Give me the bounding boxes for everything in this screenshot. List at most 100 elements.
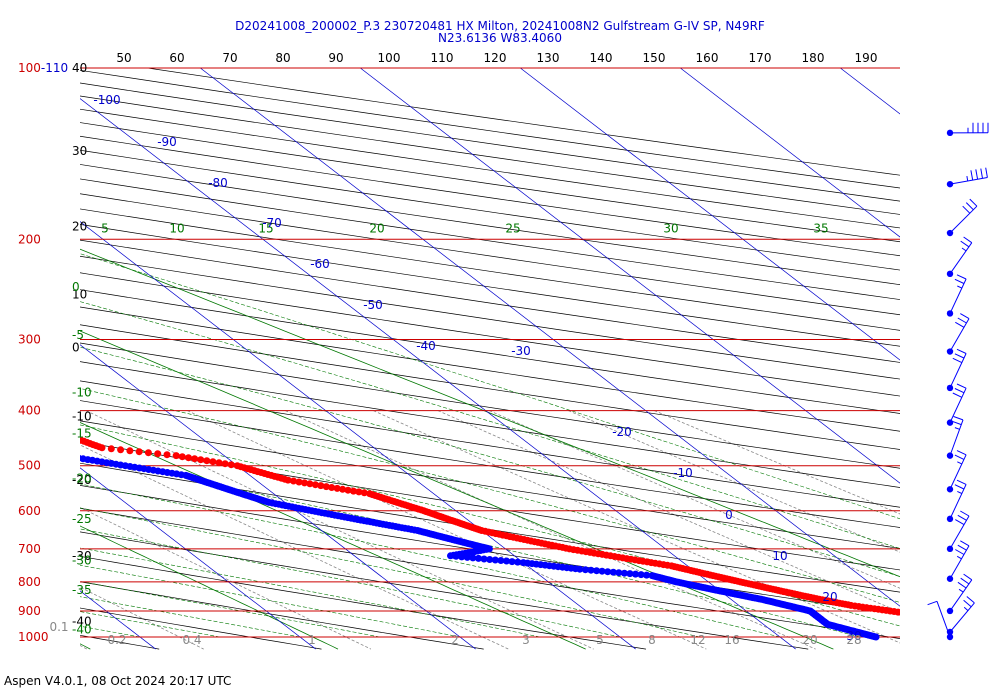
wind-barb (946, 573, 973, 615)
wind-barb (946, 383, 967, 426)
temperature-point (144, 449, 152, 457)
isotherm-label: 0 (725, 508, 733, 522)
top-tick-label: 90 (328, 51, 343, 65)
temperature-point (126, 447, 134, 455)
wind-barb-halfflag (956, 555, 962, 560)
temperature-point (45, 424, 52, 431)
temperature-point (117, 446, 125, 454)
dry-adiabat-line (80, 272, 900, 397)
wind-barb-flag (966, 596, 975, 604)
dewpoint-point (469, 554, 477, 562)
dewpoint-point (463, 553, 471, 561)
mixing-ratio-line (85, 410, 594, 650)
wind-barb-flag (956, 274, 967, 280)
wind-barb-flag (956, 479, 967, 485)
temperature-point (909, 611, 916, 618)
wind-barb (946, 236, 973, 278)
moist-adiabat-label: -10 (72, 386, 92, 400)
wind-barb-staff (949, 387, 967, 423)
temperature-point (0, 409, 6, 416)
pressure-tick-label: 1000 (18, 630, 49, 644)
temperature-point (976, 622, 983, 629)
top-tick-label: 80 (275, 51, 290, 65)
temperature-point (50, 426, 57, 433)
wind-barb-staff (949, 545, 970, 579)
wind-barb-flag (955, 321, 965, 328)
temperature-point (991, 624, 998, 631)
mixing-ratio-line (80, 586, 204, 650)
temperature-point (203, 457, 211, 465)
top-tick-label: 130 (537, 51, 560, 65)
top-tick-label: 150 (643, 51, 666, 65)
dewpoint-point (50, 451, 57, 458)
theta-e-label: 25 (505, 221, 520, 235)
isotherm-label: -20 (612, 425, 632, 439)
dewpoint-point (503, 557, 510, 565)
dewpoint-point (576, 565, 584, 573)
temperature-point (968, 621, 975, 628)
temperature-point (350, 487, 357, 495)
isotherm-line (680, 68, 900, 238)
temperature-point (37, 420, 44, 427)
temperature-point (317, 482, 325, 490)
wind-barb (946, 416, 964, 459)
dry-adiabat-line (80, 380, 900, 508)
dewpoint-point (486, 556, 494, 563)
isotherm-line (80, 98, 796, 650)
dewpoint-point (643, 571, 651, 579)
mixing-ratio-label: 0.2 (107, 633, 126, 647)
wind-barb-staff (949, 579, 973, 612)
temperature-point (63, 431, 70, 438)
dry-adiabat-line (80, 208, 900, 331)
isotherm-line (360, 68, 900, 484)
moist-adiabat-label: -15 (72, 427, 92, 441)
temperature-point (290, 477, 297, 485)
isotherm-label: -50 (363, 298, 383, 312)
temperature-point (912, 611, 919, 618)
dewpoint-point (22, 447, 29, 454)
temperature-point (30, 418, 37, 425)
dry-adiabat-label: 0 (72, 341, 80, 355)
wind-barb-flag (952, 392, 963, 398)
moist-adiabat-line (80, 528, 621, 638)
dewpoint-point (44, 450, 51, 457)
moist-adiabat-label: -40 (72, 623, 92, 637)
temperature-point (339, 485, 347, 493)
isotherm-line (80, 467, 316, 650)
dewpoint-point (609, 568, 617, 576)
dewpoint-point (0, 440, 4, 447)
moist-adiabat-label: -35 (72, 583, 92, 597)
wind-barb-halfflag (957, 285, 963, 289)
temperature-point (328, 484, 336, 491)
dewpoint-point (9, 444, 16, 451)
dewpoint-point (15, 445, 22, 452)
dewpoint-point (61, 452, 68, 459)
wind-barb-flag (960, 577, 970, 585)
wind-barb-flag (960, 240, 970, 248)
top-tick-label: 70 (222, 51, 237, 65)
temperature-point (928, 614, 935, 621)
top-tick-label: 140 (590, 51, 613, 65)
top-tick-label: 190 (855, 51, 878, 65)
isotherm-label: -40 (416, 339, 436, 353)
moist-adiabat-label: -30 (72, 553, 92, 567)
dewpoint-point (587, 566, 595, 574)
moist-adiabat-line (80, 253, 900, 520)
mixing-ratio-label: 0.1 (49, 620, 68, 634)
dewpoint-point (65, 453, 72, 460)
chart-title-line1: D20241008_200002_P.3 230720481 HX Milton… (235, 19, 765, 33)
wind-barb-flag (957, 581, 967, 589)
wind-barb-staff (949, 318, 970, 352)
pressure-tick-label: 400 (18, 404, 41, 418)
dewpoint-point (0, 441, 5, 448)
dry-adiabat-line (80, 462, 900, 593)
dry-adiabat-label: -20 (72, 473, 92, 487)
sounding-traces (0, 409, 998, 641)
temperature-point (98, 444, 106, 452)
dewpoint-point (872, 633, 880, 641)
wind-barb-halfflag (958, 588, 964, 593)
temperature-point (980, 622, 987, 629)
pressure-tick-label: 900 (18, 604, 41, 618)
temperature-point (931, 615, 938, 622)
isotherm-label: -10 (673, 466, 693, 480)
